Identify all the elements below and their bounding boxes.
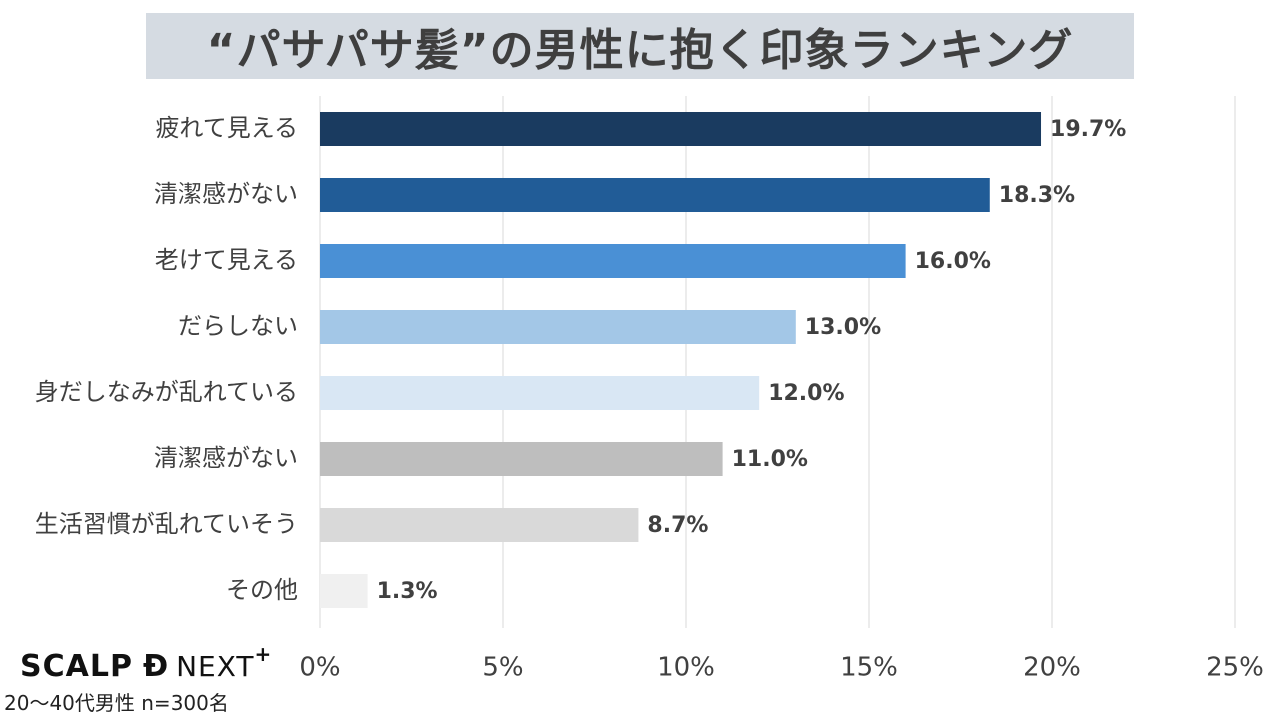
logo-d-mark: Đ [142, 648, 169, 684]
chart-title: “パサパサ髪”の男性に抱く印象ランキング [206, 25, 1074, 76]
value-label: 11.0% [732, 447, 808, 472]
value-label: 19.7% [1050, 117, 1126, 142]
bar [320, 112, 1042, 146]
category-label: だらしない [178, 312, 298, 340]
x-tick-label: 20% [1023, 653, 1081, 683]
logo-plus-mark: + [254, 642, 272, 666]
category-label: 清潔感がない [154, 444, 298, 472]
logo-scalp-text: SCALP [20, 648, 133, 684]
x-tick-label: 15% [840, 653, 898, 683]
category-label: 疲れて見える [155, 114, 298, 142]
bar [320, 376, 760, 410]
value-label: 12.0% [768, 381, 844, 406]
bar [320, 508, 639, 542]
value-label: 1.3% [377, 579, 438, 604]
x-tick-label: 25% [1206, 653, 1264, 683]
value-label: 18.3% [999, 183, 1075, 208]
category-label: 生活習慣が乱れていそう [35, 510, 298, 538]
sample-note: 20～40代男性 n=300名 [4, 691, 229, 715]
category-label: 身だしなみが乱れている [35, 378, 298, 406]
value-label: 8.7% [647, 513, 708, 538]
category-label: その他 [226, 576, 298, 604]
bar [320, 442, 723, 476]
bar [320, 574, 368, 608]
category-label: 清潔感がない [154, 180, 298, 208]
value-label: 13.0% [805, 315, 881, 340]
brand-logo: SCALP Đ NEXT + [20, 642, 271, 684]
x-tick-label: 0% [299, 653, 340, 683]
bar [320, 178, 990, 212]
x-tick-label: 5% [482, 653, 523, 683]
bar [320, 310, 796, 344]
bar [320, 244, 906, 278]
chart-title-banner: “パサパサ髪”の男性に抱く印象ランキング [146, 13, 1134, 79]
logo-next-text: NEXT [176, 649, 255, 683]
value-label: 16.0% [915, 249, 991, 274]
category-label: 老けて見える [155, 246, 298, 274]
x-tick-label: 10% [657, 653, 715, 683]
